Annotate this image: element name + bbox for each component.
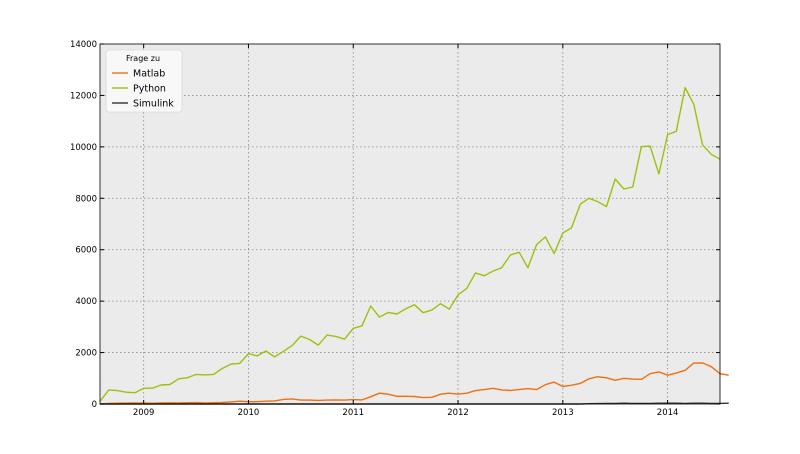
x-tick-label: 2011	[342, 408, 364, 418]
legend-label-matlab: Matlab	[133, 69, 165, 80]
x-tick-label: 2012	[447, 408, 469, 418]
plot-background	[100, 44, 720, 404]
x-tick-label: 2009	[133, 408, 155, 418]
series-line-python	[99, 86, 721, 402]
legend-title: Frage zu	[126, 54, 160, 63]
axes: 0 2000 4000 6000 8000 10000 12000 14000 2009 2010…	[70, 40, 721, 418]
y-tick-label: 8000	[75, 194, 97, 204]
x-tick-label: 2010	[238, 408, 260, 418]
legend-label-python: Python	[133, 84, 166, 95]
legend: Frage zu Matlab Python Simulink	[105, 49, 183, 113]
legend-box	[105, 49, 183, 113]
y-tick-label: 14000	[70, 40, 97, 50]
series-line-matlab	[99, 362, 729, 405]
x-tick-label: 2014	[657, 408, 679, 418]
legend-label-simulink: Simulink	[133, 99, 174, 110]
y-tick-label: 6000	[75, 246, 97, 256]
plot-area	[100, 44, 720, 404]
y-tick-label: 2000	[75, 349, 97, 359]
y-tick-label: 12000	[70, 91, 97, 101]
x-tick-label: 2013	[552, 408, 574, 418]
y-tick-label: 0	[92, 400, 97, 410]
y-tick-label: 10000	[70, 143, 97, 153]
axes-frame	[99, 43, 721, 405]
y-tick-label: 4000	[75, 297, 97, 307]
